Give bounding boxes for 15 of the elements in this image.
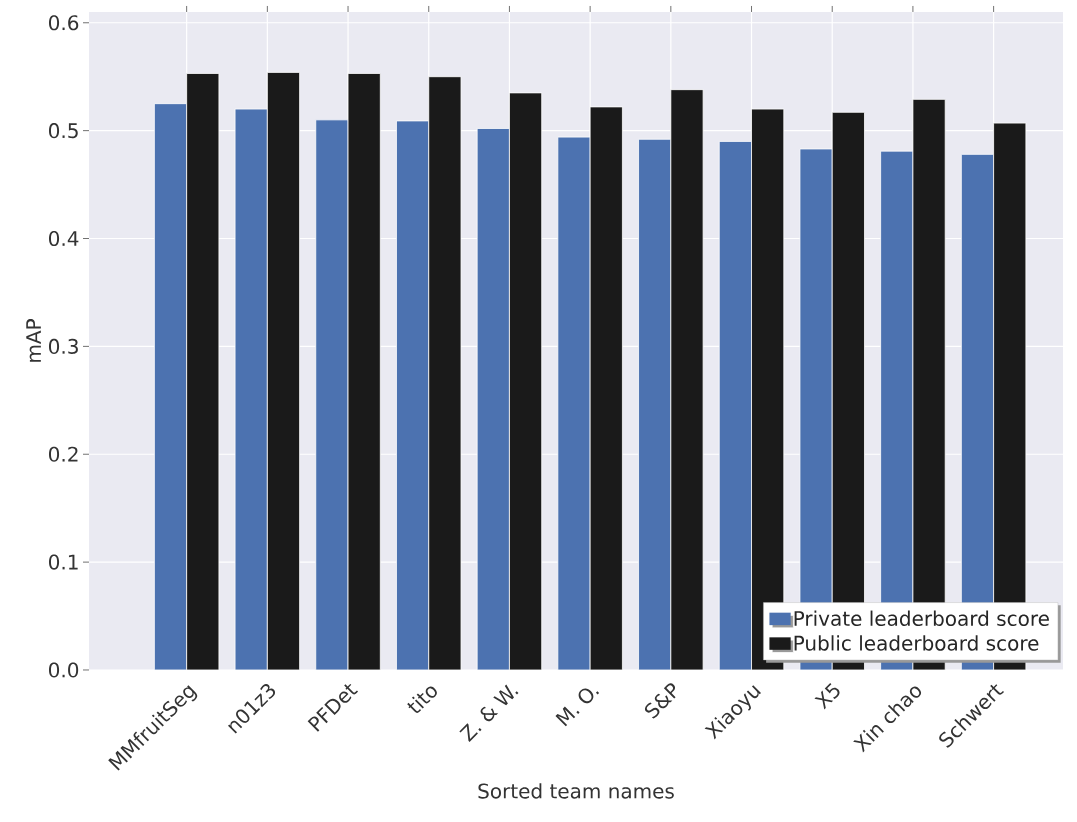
x-tick-label: M. O. (555, 688, 600, 727)
y-tick-label: 0.0 (49, 662, 79, 678)
x-tick-label: Z. & W. (459, 684, 519, 742)
x-axis-title: Sorted team names (478, 783, 674, 799)
y-tick-label: 0.1 (49, 554, 78, 570)
y-tick-label: 0.4 (49, 230, 79, 247)
y-tick-label: 0.6 (49, 15, 79, 31)
y-tick-label: 0.5 (49, 123, 78, 139)
x-tick-label: X5 (814, 682, 840, 710)
legend-label: Public leaderboard score (794, 635, 1039, 651)
x-tick-label: tito (407, 686, 437, 713)
y-axis-title: mAP (26, 319, 41, 362)
legend-label: Private leaderboard score (794, 610, 1049, 627)
y-tick-label: 0.2 (49, 446, 78, 462)
y-tick-label: 0.3 (49, 338, 78, 354)
